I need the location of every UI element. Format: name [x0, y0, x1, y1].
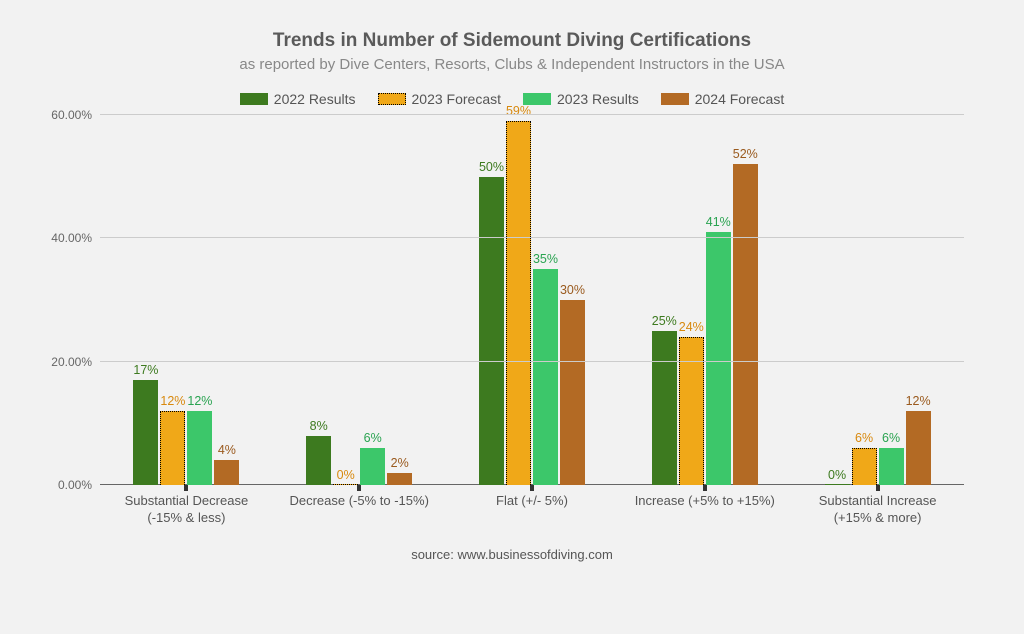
legend-item: 2024 Forecast — [661, 91, 785, 107]
x-tick — [357, 485, 361, 491]
bar-value-label: 59% — [506, 104, 531, 118]
plot-area: 17%12%12%4%8%0%6%2%50%59%35%30%25%24%41%… — [100, 115, 964, 485]
bar-fill — [187, 411, 212, 485]
bar-value-label: 12% — [906, 394, 931, 408]
bar-groups: 17%12%12%4%8%0%6%2%50%59%35%30%25%24%41%… — [100, 115, 964, 485]
x-tick — [184, 485, 188, 491]
bar-fill — [706, 232, 731, 485]
bar-value-label: 12% — [160, 394, 185, 408]
bar-value-label: 25% — [652, 314, 677, 328]
chart-container: Trends in Number of Sidemount Diving Cer… — [0, 0, 1024, 634]
legend-swatch — [661, 93, 689, 105]
bar-value-label: 17% — [133, 363, 158, 377]
bar-value-label: 4% — [218, 443, 236, 457]
x-axis-label: Decrease (-5% to -15%) — [273, 493, 446, 527]
gridline — [100, 114, 964, 115]
bar-fill — [333, 484, 358, 485]
bar-fill — [160, 411, 185, 485]
bar-value-label: 52% — [733, 147, 758, 161]
gridline — [100, 237, 964, 238]
x-tick — [530, 485, 534, 491]
y-tick-label: 20.00% — [51, 355, 100, 369]
bar-fill — [652, 331, 677, 485]
bar-fill — [133, 380, 158, 485]
bar-value-label: 8% — [310, 419, 328, 433]
bar-value-label: 0% — [828, 468, 846, 482]
x-axis-label: Substantial Decrease(-15% & less) — [100, 493, 273, 527]
bar-group: 17% 12%12% 4% — [100, 115, 273, 485]
bar-value-label: 41% — [706, 215, 731, 229]
x-axis-label: Flat (+/- 5%) — [446, 493, 619, 527]
bar-fill — [214, 460, 239, 485]
legend-swatch — [240, 93, 268, 105]
bar-value-label: 35% — [533, 252, 558, 266]
bar-fill — [733, 164, 758, 485]
legend-label: 2023 Results — [557, 91, 639, 107]
bar-fill — [879, 448, 904, 485]
bar-fill — [560, 300, 585, 485]
bar-fill — [533, 269, 558, 485]
y-tick-label: 60.00% — [51, 108, 100, 122]
legend-swatch — [378, 93, 406, 105]
legend-item: 2022 Results — [240, 91, 356, 107]
bar-fill — [387, 473, 412, 485]
bar-fill — [479, 177, 504, 485]
bar-value-label: 2% — [391, 456, 409, 470]
legend-label: 2024 Forecast — [695, 91, 785, 107]
legend-label: 2022 Results — [274, 91, 356, 107]
bar-fill — [506, 121, 531, 485]
bar-value-label: 12% — [187, 394, 212, 408]
bar-value-label: 6% — [364, 431, 382, 445]
bar-fill — [852, 448, 877, 485]
bar-fill — [679, 337, 704, 485]
bar-fill — [906, 411, 931, 485]
bar-value-label: 24% — [679, 320, 704, 334]
bar-value-label: 50% — [479, 160, 504, 174]
x-axis-label: Increase (+5% to +15%) — [618, 493, 791, 527]
x-axis-label: Substantial Increase(+15% & more) — [791, 493, 964, 527]
bar-value-label: 0% — [337, 468, 355, 482]
gridline — [100, 361, 964, 362]
bar-value-label: 30% — [560, 283, 585, 297]
bar-value-label: 6% — [855, 431, 873, 445]
x-tick — [703, 485, 707, 491]
bar-fill — [306, 436, 331, 485]
source-text: source: www.businessofdiving.com — [40, 547, 984, 562]
chart-title: Trends in Number of Sidemount Diving Cer… — [40, 30, 984, 52]
bar-group: 8% 0% 6% 2% — [273, 115, 446, 485]
legend-item: 2023 Forecast — [378, 91, 502, 107]
y-tick-label: 40.00% — [51, 231, 100, 245]
bar-group: 25%24% 41% 52% — [618, 115, 791, 485]
legend-item: 2023 Results — [523, 91, 639, 107]
x-tick — [876, 485, 880, 491]
chart-subtitle: as reported by Dive Centers, Resorts, Cl… — [40, 56, 984, 73]
bar-fill — [825, 484, 850, 485]
legend-label: 2023 Forecast — [412, 91, 502, 107]
x-axis-labels: Substantial Decrease(-15% & less)Decreas… — [100, 493, 964, 527]
bar-group: 50%59%35%30% — [446, 115, 619, 485]
y-tick-label: 0.00% — [58, 478, 100, 492]
bar-group: 0% 6% 6% 12% — [791, 115, 964, 485]
bar-value-label: 6% — [882, 431, 900, 445]
bar-fill — [360, 448, 385, 485]
